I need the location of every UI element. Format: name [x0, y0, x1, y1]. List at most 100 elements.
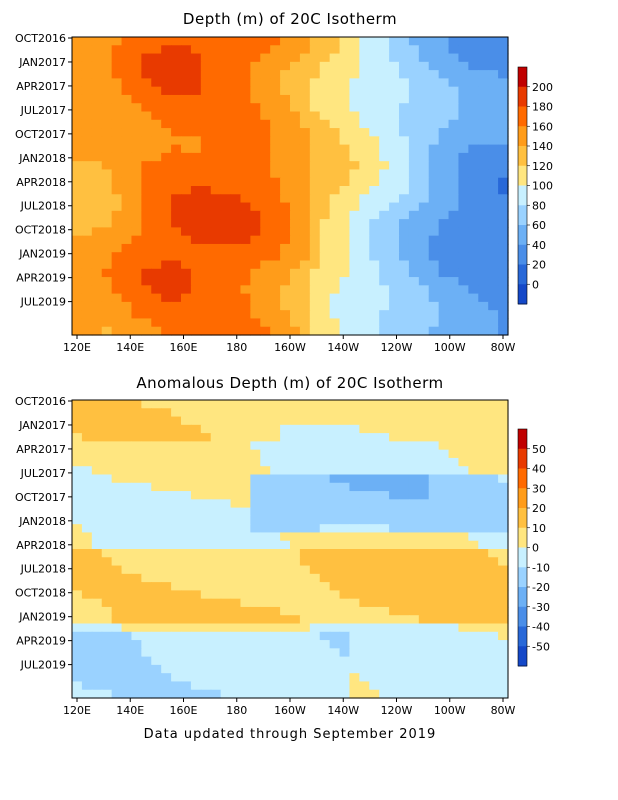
- colorbar-swatch: [518, 264, 527, 285]
- field-cell: [399, 606, 410, 616]
- field-cell: [121, 293, 133, 303]
- field-cell: [111, 260, 123, 270]
- field-cell: [91, 285, 103, 295]
- field-cell: [181, 318, 192, 328]
- field-cell: [280, 441, 291, 451]
- field-cell: [389, 416, 400, 426]
- field-cell: [448, 285, 460, 295]
- field-cell: [280, 94, 291, 104]
- field-cell: [468, 532, 479, 542]
- field-cell: [161, 573, 172, 583]
- field-cell: [200, 573, 212, 583]
- field-cell: [220, 681, 232, 691]
- y-tick-label: APR2017: [16, 80, 66, 93]
- field-cell: [141, 285, 152, 295]
- field-cell: [498, 45, 509, 55]
- field-cell: [131, 210, 142, 220]
- field-cell: [458, 235, 469, 245]
- field-cell: [359, 606, 370, 616]
- field-cell: [181, 515, 192, 525]
- field-cell: [408, 590, 420, 600]
- field-cell: [200, 37, 212, 46]
- field-cell: [101, 136, 113, 146]
- field-cell: [389, 177, 400, 187]
- field-cell: [72, 540, 83, 550]
- field-cell: [428, 507, 440, 517]
- field-cell: [299, 186, 311, 195]
- field-cell: [478, 144, 489, 154]
- field-cell: [151, 152, 162, 162]
- field-cell: [498, 326, 509, 336]
- field-cell: [111, 268, 123, 278]
- field-cell: [200, 466, 212, 476]
- field-cell: [299, 235, 311, 245]
- field-cell: [81, 169, 93, 179]
- field-cell: [428, 598, 440, 608]
- field-cell: [478, 640, 489, 649]
- field-cell: [161, 631, 172, 641]
- field-cell: [101, 268, 113, 278]
- field-cell: [181, 144, 192, 154]
- field-cell: [230, 70, 242, 79]
- field-cell: [329, 103, 341, 113]
- field-cell: [190, 177, 202, 187]
- field-cell: [478, 310, 489, 320]
- field-cell: [101, 260, 113, 270]
- field-cell: [210, 549, 222, 558]
- field-cell: [250, 169, 261, 179]
- field-cell: [190, 557, 202, 567]
- field-cell: [329, 252, 341, 262]
- field-cell: [498, 499, 509, 509]
- field-cell: [72, 70, 83, 79]
- colorbar-swatch: [518, 587, 527, 608]
- field-cell: [349, 260, 360, 270]
- field-cell: [339, 689, 351, 699]
- field-cell: [418, 664, 430, 674]
- field-cell: [121, 491, 133, 500]
- field-cell: [478, 301, 489, 311]
- field-cell: [161, 424, 172, 434]
- field-cell: [408, 631, 420, 641]
- field-cell: [438, 515, 450, 525]
- field-cell: [418, 573, 430, 583]
- field-cell: [359, 70, 370, 79]
- field-cell: [81, 557, 93, 567]
- field-cell: [309, 449, 321, 459]
- field-cell: [111, 285, 123, 295]
- field-cell: [161, 532, 172, 542]
- field-cell: [389, 433, 400, 442]
- field-cell: [210, 573, 222, 583]
- field-cell: [171, 681, 182, 691]
- field-cell: [220, 664, 232, 674]
- field-cell: [131, 119, 142, 129]
- field-cell: [171, 53, 182, 63]
- field-cell: [389, 466, 400, 476]
- field-cell: [329, 285, 341, 295]
- field-cell: [349, 482, 360, 492]
- field-cell: [131, 648, 142, 658]
- field-cell: [389, 532, 400, 542]
- field-cell: [498, 449, 509, 459]
- field-cell: [438, 70, 450, 79]
- field-cell: [448, 194, 460, 204]
- field-cell: [468, 582, 479, 591]
- field-cell: [131, 515, 142, 525]
- field-cell: [250, 640, 261, 649]
- field-cell: [200, 673, 212, 683]
- field-cell: [111, 277, 123, 286]
- field-cell: [458, 408, 469, 418]
- field-cell: [369, 285, 380, 295]
- field-cell: [290, 424, 301, 434]
- field-cell: [101, 177, 113, 187]
- field-cell: [81, 119, 93, 129]
- field-cell: [488, 152, 499, 162]
- field-cell: [418, 235, 430, 245]
- field-cell: [349, 457, 360, 467]
- field-cell: [428, 615, 440, 625]
- field-cell: [418, 507, 430, 517]
- field-cell: [101, 252, 113, 262]
- field-cell: [101, 433, 113, 442]
- field-cell: [151, 252, 162, 262]
- field-cell: [171, 301, 182, 311]
- field-cell: [240, 457, 251, 467]
